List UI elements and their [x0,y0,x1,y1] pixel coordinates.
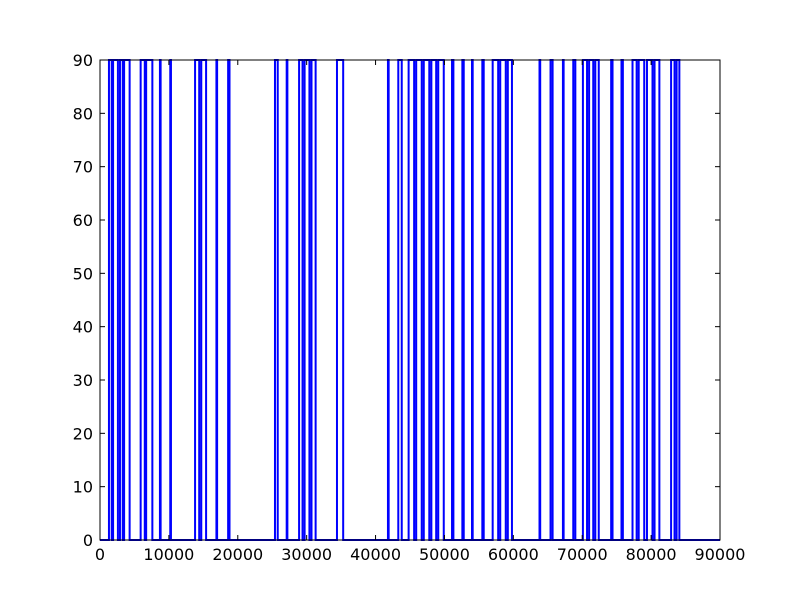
x-tick-label: 10000 [143,545,194,564]
y-tick-label: 50 [73,264,93,283]
y-tick-label: 30 [73,371,93,390]
y-tick-label: 90 [73,51,93,70]
x-tick-label: 90000 [695,545,746,564]
plot-frame [99,59,721,541]
x-tick-label: 60000 [488,545,539,564]
y-tick-label: 0 [83,531,93,550]
x-tick-label: 0 [95,545,105,564]
ticks-layer: 0 10000 20000 30000 40000 50000 60000 70000 8000… [73,51,746,564]
x-tick-label: 20000 [212,545,263,564]
x-tick-label: 30000 [281,545,332,564]
y-tick-label: 10 [73,478,93,497]
x-tick-label: 50000 [419,545,470,564]
x-tick-label: 70000 [557,545,608,564]
x-tick-label: 80000 [626,545,677,564]
plot-area [100,60,720,540]
y-tick-label: 70 [73,158,93,177]
y-tick-label: 80 [73,104,93,123]
y-tick-label: 20 [73,424,93,443]
y-tick-label: 60 [73,211,93,230]
y-tick-label: 40 [73,318,93,337]
x-tick-label: 40000 [350,545,401,564]
